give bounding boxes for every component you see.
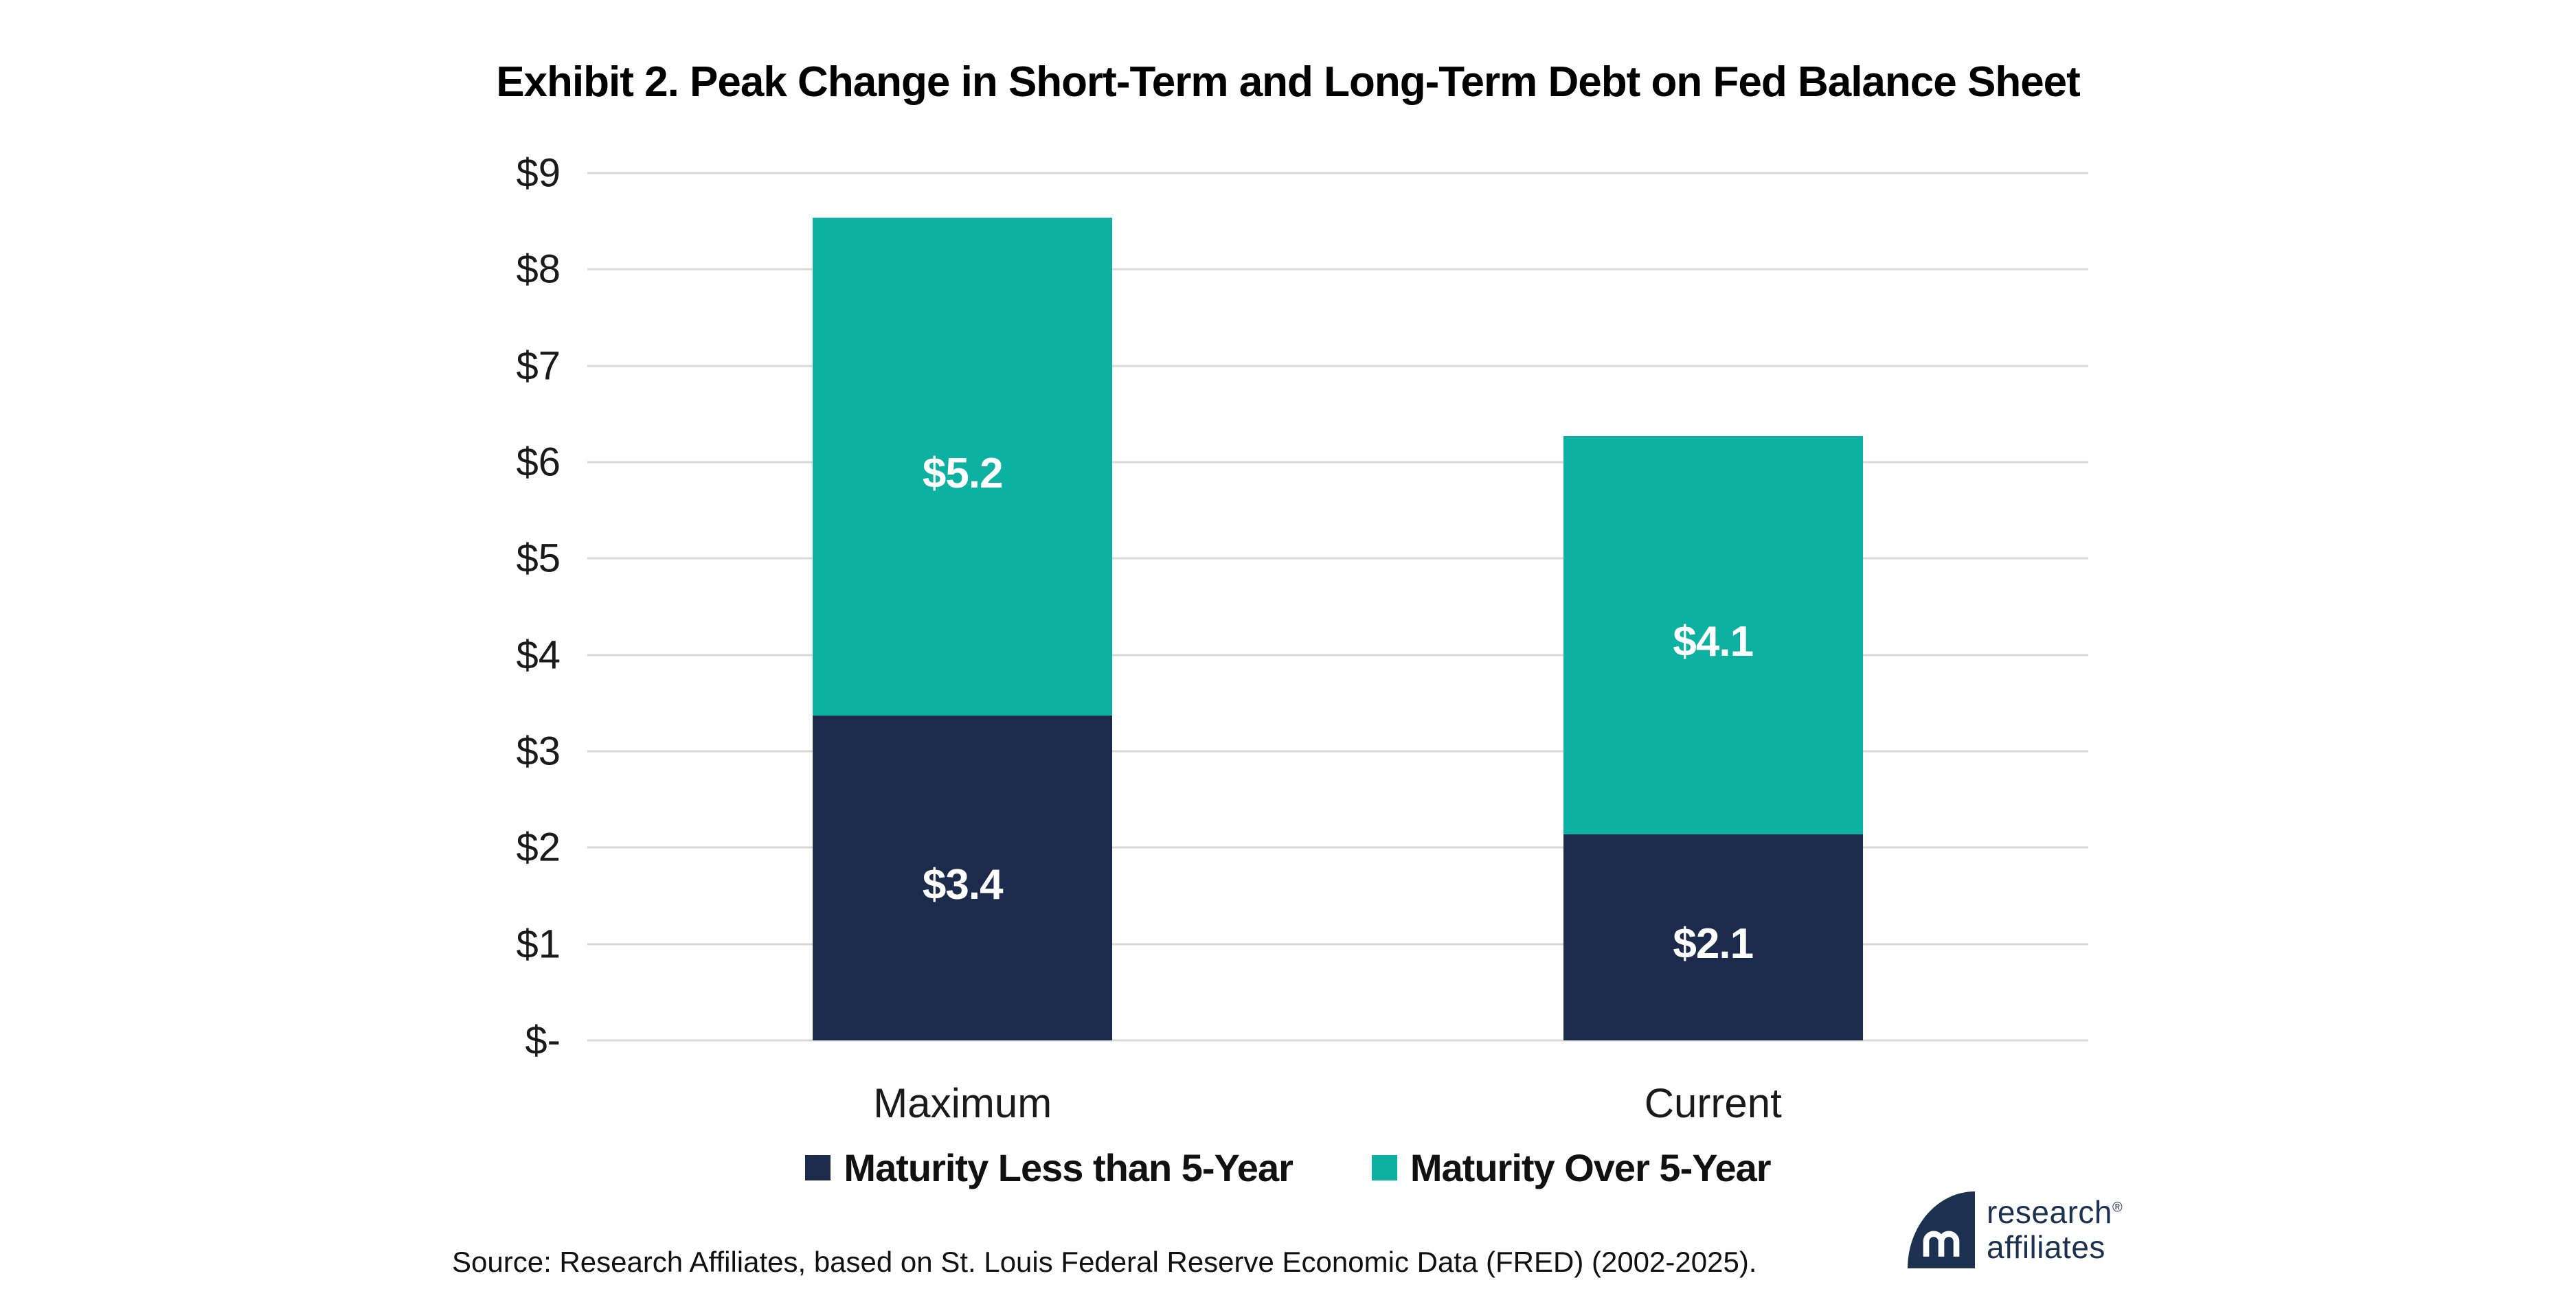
y-axis-tick-label: $2: [516, 825, 561, 870]
y-axis-tick-label: $7: [516, 343, 561, 389]
bar-segment: $4.1: [1563, 436, 1863, 834]
logo-line1: research®: [1987, 1194, 2123, 1230]
gridline: [587, 846, 2088, 849]
x-axis-category-label: Current: [1644, 1080, 1782, 1126]
legend-swatch: [1371, 1155, 1397, 1180]
y-axis-tick-label: $3: [516, 729, 561, 774]
y-axis-tick-label: $1: [516, 922, 561, 967]
y-axis-tick-label: $-: [525, 1018, 561, 1063]
x-axis: Maximum Current: [587, 1080, 2088, 1141]
gridline: [587, 654, 2088, 656]
y-axis-tick-label: $4: [516, 632, 561, 678]
plot-area: $3.4 $5.2 $2.1 $4.1: [587, 172, 2088, 1042]
y-axis-tick-label: $8: [516, 247, 561, 292]
bar-value-label: $5.2: [922, 449, 1004, 497]
bar-segment: $3.4: [813, 716, 1113, 1040]
gridline: [587, 943, 2088, 946]
registered-mark: ®: [2112, 1200, 2123, 1215]
gridline: [587, 172, 2088, 174]
bar-value-label: $4.1: [1673, 618, 1754, 666]
chart-title: Exhibit 2. Peak Change in Short-Term and…: [496, 58, 2081, 106]
source-note: Source: Research Affiliates, based on St…: [452, 1246, 1757, 1278]
x-axis-category-label: Maximum: [873, 1080, 1052, 1126]
gridline: [587, 365, 2088, 367]
legend-item: Maturity Less than 5-Year: [805, 1145, 1293, 1190]
bar-value-label: $3.4: [922, 861, 1004, 909]
bar-segment: $5.2: [813, 217, 1113, 716]
gridline: [587, 1039, 2088, 1042]
y-axis: $9 $8 $7 $6 $5 $4 $3 $2 $1 $-: [330, 151, 561, 1063]
gridline: [587, 750, 2088, 753]
logo-fin-shape: [1908, 1191, 1975, 1268]
y-axis-tick-label: $9: [516, 150, 561, 196]
bar-segment: $2.1: [1563, 834, 1863, 1040]
legend-label: Maturity Less than 5-Year: [844, 1146, 1293, 1189]
gridline: [587, 461, 2088, 464]
y-axis-tick-label: $6: [516, 439, 561, 485]
legend-item: Maturity Over 5-Year: [1371, 1145, 1772, 1190]
ra-monogram-icon: [1923, 1231, 1960, 1257]
legend-label: Maturity Over 5-Year: [1410, 1146, 1772, 1189]
logo-wordmark: research® affiliates: [1987, 1195, 2123, 1265]
bar-current: $2.1 $4.1: [1563, 173, 1863, 1040]
y-axis-tick-label: $5: [516, 536, 561, 581]
gridline: [587, 268, 2088, 271]
legend-swatch: [805, 1155, 831, 1180]
gridline: [587, 557, 2088, 560]
bar-maximum: $3.4 $5.2: [813, 173, 1113, 1040]
logo-line2: affiliates: [1987, 1229, 2105, 1265]
legend: Maturity Less than 5-Year Maturity Over 5…: [0, 1145, 2576, 1190]
bar-value-label: $2.1: [1673, 920, 1754, 968]
research-affiliates-logo: research® affiliates: [1908, 1191, 2123, 1268]
